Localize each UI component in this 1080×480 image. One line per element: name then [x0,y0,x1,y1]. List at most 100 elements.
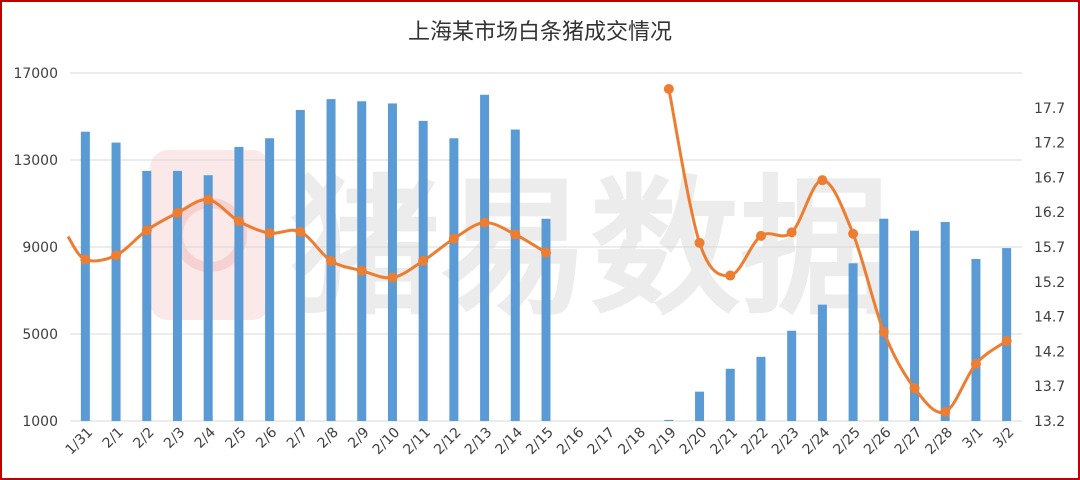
bar [664,419,674,421]
line-point [418,255,429,266]
x-tick-label: 2/3 [161,425,188,452]
line-point [541,247,551,258]
x-tick-label: 2/11 [400,425,434,459]
x-tick-label: 2/28 [922,425,956,459]
line-point [940,406,951,417]
bar [756,356,766,421]
right-tick-label: 13.7 [1034,379,1065,395]
x-tick-label: 2/23 [769,425,803,459]
x-tick-label: 2/1 [100,425,127,452]
x-tick-label: 2/26 [861,424,895,458]
bar [142,170,152,421]
left-tick-label: 9000 [22,240,58,256]
line-point [510,229,521,240]
bar-series [80,94,1012,422]
right-tick-label: 17.7 [1034,101,1065,117]
bar [695,391,705,421]
x-tick-label: 2/24 [800,424,834,458]
bar [203,175,213,421]
left-tick-label: 17000 [13,66,58,82]
line-point [80,254,91,265]
line-point [1001,335,1012,346]
chart-title: 上海某市场白条猪成交情况 [407,20,672,45]
bar [848,263,858,421]
bar [265,138,275,421]
line-point [387,272,398,283]
line-point [172,207,183,218]
bar [172,170,182,421]
right-tick-label: 15.2 [1034,275,1065,291]
bar [971,258,981,421]
line-point [970,358,981,369]
bar [910,230,920,421]
x-tick-label: 2/20 [677,425,711,459]
left-axis-ticks: 1000 5000 9000 13000 17000 [13,66,58,430]
x-tick-label: 1/31 [63,425,97,459]
line-point [725,270,736,281]
line-point [295,226,306,237]
right-tick-label: 15.7 [1034,240,1065,256]
right-axis-ticks: 13.2 13.7 14.2 14.7 15.2 15.7 16.2 16.7 17.2 17.7 [1034,101,1065,430]
line-point [448,233,459,244]
x-tick-label: 2/22 [738,425,772,459]
right-tick-label: 16.2 [1034,205,1065,221]
left-tick-label: 1000 [22,414,58,430]
bar [387,103,397,421]
bar [541,218,551,421]
price-line [66,198,547,280]
bar [725,368,735,421]
x-tick-label: 2/4 [192,424,219,451]
bar [940,221,950,421]
x-tick-label: 2/27 [892,425,926,459]
x-tick-label: 2/12 [431,425,465,459]
left-tick-label: 13000 [13,153,58,169]
line-point [663,84,674,95]
right-tick-label: 17.2 [1034,136,1065,152]
bar [1002,248,1012,421]
x-axis-ticks: 1/31 2/1 2/2 2/3 2/4 2/5 2/6 2/7 2/8 2/92/102/112… [63,424,1018,458]
bar [879,218,889,421]
line-series [66,84,1012,417]
line-point [326,255,337,266]
x-tick-label: 2/21 [708,425,742,459]
x-tick-label: 2/19 [646,425,680,459]
line-point [203,194,214,205]
x-tick-label: 2/15 [523,425,557,459]
bar [418,120,428,421]
x-tick-label: 2/10 [370,425,404,459]
x-tick-label: 3/1 [960,425,987,452]
line-point [141,225,152,236]
bar [510,129,520,422]
right-tick-label: 14.2 [1034,344,1065,360]
x-tick-label: 2/17 [585,425,619,459]
line-point [233,216,244,227]
line-point [356,265,367,276]
x-tick-label: 2/8 [315,425,342,452]
x-tick-label: 2/25 [830,425,864,459]
left-tick-label: 5000 [22,327,58,343]
x-tick-label: 2/5 [222,425,249,452]
x-tick-label: 2/13 [462,425,496,459]
line-point [878,326,889,337]
bar [480,94,490,421]
bar [449,138,459,421]
line-point [479,217,490,228]
line-point [264,228,275,239]
bar [111,142,121,421]
line-point [694,237,705,248]
x-tick-label: 2/9 [345,425,372,452]
bar [295,109,305,421]
line-point [111,250,122,261]
x-tick-label: 2/2 [130,425,157,452]
x-tick-label: 2/7 [284,425,311,452]
bar [357,101,367,422]
x-tick-label: 2/16 [554,424,588,458]
bar [234,146,244,421]
right-tick-label: 16.7 [1034,170,1065,186]
line-point [817,175,828,186]
price-line [667,88,1008,415]
x-tick-label: 2/14 [493,424,527,458]
x-tick-label: 3/2 [990,425,1017,452]
line-point [755,230,766,241]
